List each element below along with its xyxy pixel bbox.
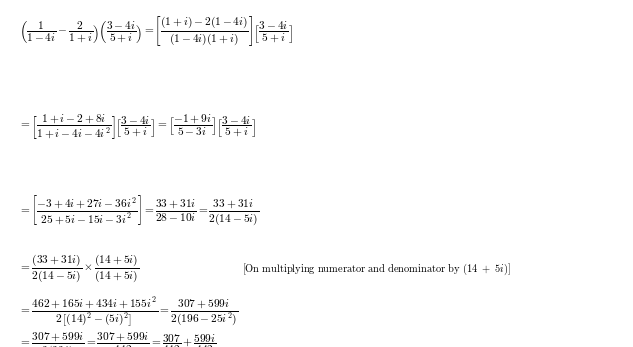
- Text: $[\mathrm{On\ multiplying\ numerator\ and\ denominator\ by\ }\mathbf{(14\ +\ 5}i: $[\mathrm{On\ multiplying\ numerator\ an…: [242, 262, 511, 277]
- Text: $=\dfrac{462+165i+434i+155i^2}{2\left[(14)^2-(5i)^2\right]}=\dfrac{307+599i}{2(1: $=\dfrac{462+165i+434i+155i^2}{2\left[(1…: [19, 296, 238, 330]
- Text: $\left(\dfrac{1}{1-4i}-\dfrac{2}{1+i}\right)\left(\dfrac{3-4i}{5+i}\right)=\left: $\left(\dfrac{1}{1-4i}-\dfrac{2}{1+i}\ri…: [19, 14, 292, 48]
- Text: $=\left[\dfrac{1+i-2+8i}{1+i-4i-4i^2}\right]\left[\dfrac{3-4i}{5+i}\right]=\left: $=\left[\dfrac{1+i-2+8i}{1+i-4i-4i^2}\ri…: [19, 112, 256, 142]
- Text: $=\dfrac{307+599i}{2(221)}=\dfrac{307+599i}{442}=\dfrac{307}{442}+\dfrac{599i}{4: $=\dfrac{307+599i}{2(221)}=\dfrac{307+59…: [19, 330, 216, 347]
- Text: $=\dfrac{(33+31i)}{2(14-5i)}\times\dfrac{(14+5i)}{(14+5i)}$: $=\dfrac{(33+31i)}{2(14-5i)}\times\dfrac…: [19, 252, 139, 283]
- Text: $=\left[\dfrac{-3+4i+27i-36i^2}{25+5i-15i-3i^2}\right]=\dfrac{33+31i}{28-10i}=\d: $=\left[\dfrac{-3+4i+27i-36i^2}{25+5i-15…: [19, 194, 259, 227]
